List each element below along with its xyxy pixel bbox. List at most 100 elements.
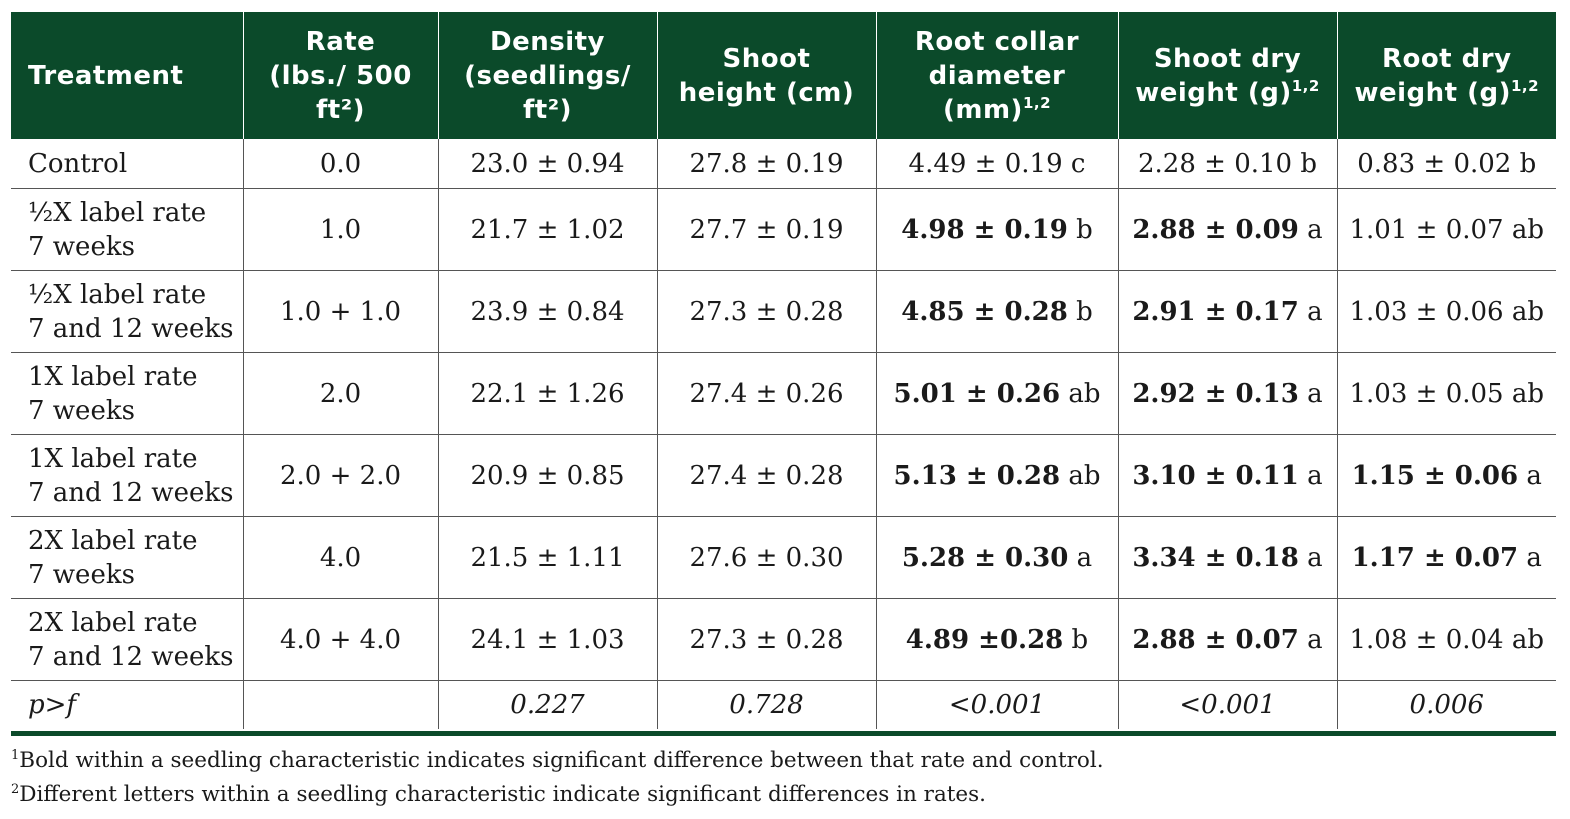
significance-letter: a <box>1307 542 1323 573</box>
significance-letter: a <box>1307 214 1323 245</box>
cell-value: 1.08 ± 0.04 <box>1349 624 1504 655</box>
significance-letter: a <box>1307 624 1323 655</box>
cell-shoot-height: 27.8 ± 0.19 <box>656 139 876 189</box>
footnote-1: 1Bold within a seedling characteristic i… <box>11 748 1104 773</box>
cell-rate: 4.0 <box>242 516 438 599</box>
cell-root-dry: 1.03 ± 0.06 ab <box>1336 270 1556 353</box>
cell-value: 5.28 ± 0.30 <box>901 542 1069 573</box>
treatment-line: 7 weeks <box>28 395 135 426</box>
cell-root-dry: 1.15 ± 0.06 a <box>1336 434 1556 517</box>
cell-rate: 1.0 <box>242 188 438 271</box>
treatment-line: ½X label rate <box>28 279 207 310</box>
significance-letter: ab <box>1511 296 1545 327</box>
treatment-line: 2X label rate <box>28 525 198 556</box>
cell-shoot-height: 27.6 ± 0.30 <box>656 516 876 599</box>
significance-letter: b <box>1300 148 1318 179</box>
cell-root-collar: 4.89 ±0.28 b <box>875 598 1118 681</box>
cell-shoot-dry: 2.28 ± 0.10 b <box>1117 139 1337 189</box>
table-row: 2X label rate 7 weeks 4.0 21.5 ± 1.11 27.6 ±… <box>11 516 1556 599</box>
header-density: Density (seedlings/ ft²) <box>437 12 657 139</box>
significance-letter: ab <box>1068 378 1101 409</box>
cell-shoot-height: 27.4 ± 0.28 <box>656 434 876 517</box>
cell-root-collar: 5.28 ± 0.30 a <box>875 516 1118 599</box>
header-shoot-height: Shoot height (cm) <box>656 12 876 139</box>
cell-root-collar: 4.98 ± 0.19 b <box>875 188 1118 271</box>
seedling-results-table: Treatment Rate (lbs./ 500 ft²) Density (… <box>11 12 1556 729</box>
cell-density: 24.1 ± 1.03 <box>437 598 657 681</box>
cell-value: 1.03 ± 0.06 <box>1349 296 1504 327</box>
footnote-2: 2Different letters within a seedling cha… <box>11 782 987 807</box>
cell-value: 4.85 ± 0.28 <box>901 296 1068 327</box>
pvalue-density: 0.227 <box>437 680 657 729</box>
pvalue-shoot-dry: <0.001 <box>1117 680 1337 729</box>
header-root-collar-diameter: Root collar diameter (mm)1,2 <box>875 12 1118 139</box>
significance-letter: b <box>1071 624 1089 655</box>
cell-value: 2.91 ± 0.17 <box>1132 296 1299 327</box>
cell-root-collar: 5.01 ± 0.26 ab <box>875 352 1118 435</box>
cell-shoot-dry: 2.88 ± 0.07 a <box>1117 598 1337 681</box>
treatment-line: 7 and 12 weeks <box>28 313 234 344</box>
significance-letter: a <box>1307 460 1323 491</box>
table-row: 2X label rate 7 and 12 weeks 4.0 + 4.0 24.1… <box>11 598 1556 681</box>
cell-value: 4.98 ± 0.19 <box>901 214 1068 245</box>
significance-letter: a <box>1076 542 1093 573</box>
cell-shoot-dry: 2.91 ± 0.17 a <box>1117 270 1337 353</box>
header-shoot-dry-weight: Shoot dry weight (g)1,2 <box>1117 12 1337 139</box>
cell-shoot-dry: 3.10 ± 0.11 a <box>1117 434 1337 517</box>
cell-rate: 2.0 <box>242 352 438 435</box>
significance-letter: ab <box>1068 460 1101 491</box>
cell-shoot-height: 27.3 ± 0.28 <box>656 270 876 353</box>
cell-root-collar: 4.49 ± 0.19 c <box>875 139 1118 189</box>
table-row: ½X label rate 7 weeks 1.0 21.7 ± 1.02 27.7 ±… <box>11 188 1556 271</box>
cell-value: 5.13 ± 0.28 <box>893 460 1061 491</box>
cell-root-dry: 1.08 ± 0.04 ab <box>1336 598 1556 681</box>
data-table-container: Treatment Rate (lbs./ 500 ft²) Density (… <box>11 12 1556 729</box>
significance-letter: ab <box>1511 214 1545 245</box>
treatment-line: 1X label rate <box>28 361 198 392</box>
pvalue-shoot-height: 0.728 <box>656 680 876 729</box>
treatment-line: Control <box>28 148 128 179</box>
treatment-line: 7 weeks <box>28 231 135 262</box>
cell-value: 2.92 ± 0.13 <box>1132 378 1299 409</box>
footnotes: 1Bold within a seedling characteristic i… <box>11 744 1556 812</box>
header-row: Treatment Rate (lbs./ 500 ft²) Density (… <box>11 12 1556 139</box>
table-row: 1X label rate 7 and 12 weeks 2.0 + 2.0 20.9… <box>11 434 1556 517</box>
cell-treatment: ½X label rate 7 and 12 weeks <box>11 270 243 353</box>
treatment-line: 1X label rate <box>28 443 198 474</box>
cell-rate: 4.0 + 4.0 <box>242 598 438 681</box>
cell-density: 22.1 ± 1.26 <box>437 352 657 435</box>
header-rate: Rate (lbs./ 500 ft²) <box>242 12 438 139</box>
header-treatment: Treatment <box>11 12 243 139</box>
cell-rate: 1.0 + 1.0 <box>242 270 438 353</box>
cell-shoot-height: 27.3 ± 0.28 <box>656 598 876 681</box>
table-row: ½X label rate 7 and 12 weeks 1.0 + 1.0 23.9… <box>11 270 1556 353</box>
treatment-line: 2X label rate <box>28 607 198 638</box>
cell-value: 5.01 ± 0.26 <box>893 378 1061 409</box>
cell-value: 3.10 ± 0.11 <box>1132 460 1299 491</box>
cell-value: 0.83 ± 0.02 <box>1357 148 1512 179</box>
cell-density: 21.5 ± 1.11 <box>437 516 657 599</box>
cell-value: 2.88 ± 0.07 <box>1132 624 1299 655</box>
cell-value: 1.15 ± 0.06 <box>1351 460 1519 491</box>
cell-rate: 0.0 <box>242 139 438 189</box>
treatment-line: 7 and 12 weeks <box>28 641 234 672</box>
treatment-line: 7 and 12 weeks <box>28 477 234 508</box>
table-bottom-rule <box>11 731 1556 736</box>
cell-rate: 2.0 + 2.0 <box>242 434 438 517</box>
significance-letter: a <box>1526 542 1542 573</box>
cell-treatment: ½X label rate 7 weeks <box>11 188 243 271</box>
table-row: 1X label rate 7 weeks 2.0 22.1 ± 1.26 27.4 ±… <box>11 352 1556 435</box>
cell-value: 1.01 ± 0.07 <box>1349 214 1504 245</box>
cell-density: 23.0 ± 0.94 <box>437 139 657 189</box>
cell-treatment: 1X label rate 7 weeks <box>11 352 243 435</box>
significance-letter: a <box>1526 460 1542 491</box>
cell-treatment: 1X label rate 7 and 12 weeks <box>11 434 243 517</box>
cell-value: 4.89 ±0.28 <box>905 624 1064 655</box>
cell-density: 21.7 ± 1.02 <box>437 188 657 271</box>
cell-root-collar: 5.13 ± 0.28 ab <box>875 434 1118 517</box>
significance-letter: b <box>1076 214 1093 245</box>
cell-root-dry: 1.01 ± 0.07 ab <box>1336 188 1556 271</box>
cell-density: 20.9 ± 0.85 <box>437 434 657 517</box>
cell-shoot-dry: 3.34 ± 0.18 a <box>1117 516 1337 599</box>
cell-shoot-dry: 2.88 ± 0.09 a <box>1117 188 1337 271</box>
